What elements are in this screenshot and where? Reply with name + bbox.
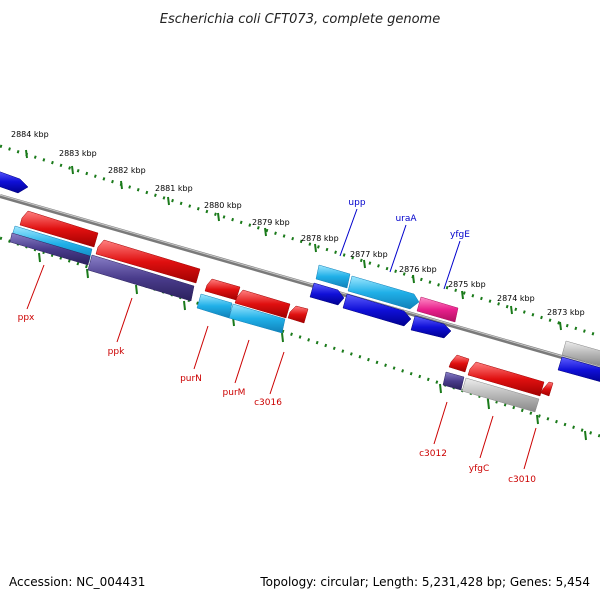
kbp-tick — [217, 212, 220, 222]
kbp-labels: 2884 kbp 2883 kbp 2882 kbp 2881 kbp 2880… — [11, 130, 585, 317]
gene-arrow-blue[interactable] — [309, 282, 345, 306]
gene-label-purM[interactable]: purM — [223, 388, 246, 398]
kbp-tick — [412, 274, 415, 284]
leader-line — [26, 264, 45, 310]
forward-gene-labels: upp uraA yfgE — [339, 198, 470, 290]
kbp-label: 2882 kbp — [108, 166, 146, 175]
kbp-label: 2877 kbp — [350, 250, 388, 259]
lower-tick — [281, 332, 284, 343]
lower-tick — [487, 399, 490, 410]
kbp-tick — [264, 227, 267, 237]
gene-arrow-purple[interactable] — [442, 371, 465, 391]
gene-label-c3016[interactable]: c3016 — [254, 398, 282, 408]
lower-ruler-dots — [0, 236, 600, 438]
accession-text: Accession: NC_004431 — [9, 575, 145, 589]
gene-label-purN[interactable]: purN — [180, 374, 202, 384]
gene-arrow-blue[interactable] — [410, 315, 452, 339]
kbp-label: 2874 kbp — [497, 294, 535, 303]
leader-line — [389, 224, 407, 273]
kbp-tick — [510, 305, 513, 315]
lower-tick — [86, 268, 89, 279]
kbp-tick — [167, 196, 170, 206]
leader-line — [193, 325, 209, 370]
gene-label-c3012[interactable]: c3012 — [419, 449, 447, 459]
kbp-tick — [559, 321, 562, 331]
leader-line — [479, 415, 494, 459]
gene-arrow-blue[interactable] — [557, 356, 600, 383]
kbp-label: 2879 kbp — [252, 218, 290, 227]
kbp-label: 2878 kbp — [301, 234, 339, 243]
kbp-label: 2873 kbp — [547, 308, 585, 317]
lower-tick — [536, 414, 539, 425]
gene-arrow-red[interactable] — [234, 289, 291, 319]
leader-line — [433, 401, 448, 445]
gene-arrow-blue[interactable] — [0, 170, 29, 194]
genome-backbone-highlight — [0, 194, 600, 368]
gene-label-c3010[interactable]: c3010 — [508, 475, 536, 485]
gene-arrow-pink[interactable] — [416, 296, 459, 323]
topology-text: Topology: circular; Length: 5,231,428 bp… — [259, 575, 590, 589]
gene-arrow-red[interactable] — [540, 381, 554, 397]
kbp-tick — [120, 180, 123, 190]
gene-label-yfgE[interactable]: yfgE — [450, 230, 470, 240]
leader-line — [443, 240, 461, 290]
leader-line — [269, 351, 285, 395]
gene-arrow-cyan[interactable] — [347, 275, 420, 310]
kbp-label: 2883 kbp — [59, 149, 97, 158]
gene-label-ppx[interactable]: ppx — [18, 313, 35, 323]
kbp-label: 2881 kbp — [155, 184, 193, 193]
gene-arrow-gray[interactable] — [561, 340, 600, 366]
leader-line — [339, 208, 358, 257]
gene-arrow-cyan[interactable] — [196, 293, 233, 319]
gene-arrow-red[interactable] — [287, 305, 309, 324]
lower-tick — [439, 383, 442, 394]
gene-arrow-red[interactable] — [448, 354, 470, 373]
kbp-tick — [363, 259, 366, 269]
gene-arrow-cyan[interactable] — [315, 264, 351, 289]
lower-tick — [135, 284, 138, 295]
kbp-label: 2884 kbp — [11, 130, 49, 139]
gene-arrow-cyan[interactable] — [228, 303, 286, 334]
lower-ruler — [0, 236, 600, 441]
gene-arrow-purple[interactable] — [9, 232, 91, 266]
map-title: Escherichia coli CFT073, complete genome — [160, 12, 440, 27]
kbp-label: 2880 kbp — [204, 201, 242, 210]
kbp-label: 2876 kbp — [399, 265, 437, 274]
gene-arrow-gray[interactable] — [461, 377, 540, 413]
gene-label-uraA[interactable]: uraA — [395, 214, 417, 224]
gene-arrow-red[interactable] — [467, 361, 545, 397]
upper-ruler — [0, 144, 600, 338]
gene-arrow-red[interactable] — [19, 210, 99, 248]
gene-label-upp[interactable]: upp — [348, 198, 365, 208]
gene-arrow-blue[interactable] — [342, 293, 412, 327]
forward-genes — [0, 170, 600, 383]
gene-label-ppk[interactable]: ppk — [108, 347, 125, 357]
reverse-gene-labels: ppx ppk purN purM c3016 c3012 yfgC c3010 — [18, 264, 537, 485]
lower-tick — [38, 252, 41, 263]
kbp-tick — [314, 243, 317, 253]
gene-arrow-red[interactable] — [95, 239, 201, 284]
reverse-genes — [9, 210, 554, 413]
leader-line — [234, 339, 250, 384]
lower-tick — [183, 300, 186, 311]
gene-arrow-purple[interactable] — [87, 254, 195, 302]
leader-line — [523, 427, 537, 470]
kbp-tick — [461, 290, 464, 300]
lower-tick — [584, 430, 587, 441]
leader-line — [116, 297, 133, 343]
gene-arrow-red[interactable] — [204, 278, 241, 301]
kbp-label: 2875 kbp — [448, 280, 486, 289]
genome-backbone — [0, 194, 600, 370]
gene-label-yfgC[interactable]: yfgC — [469, 464, 490, 474]
kbp-tick — [71, 165, 74, 175]
kbp-tick — [25, 149, 28, 159]
